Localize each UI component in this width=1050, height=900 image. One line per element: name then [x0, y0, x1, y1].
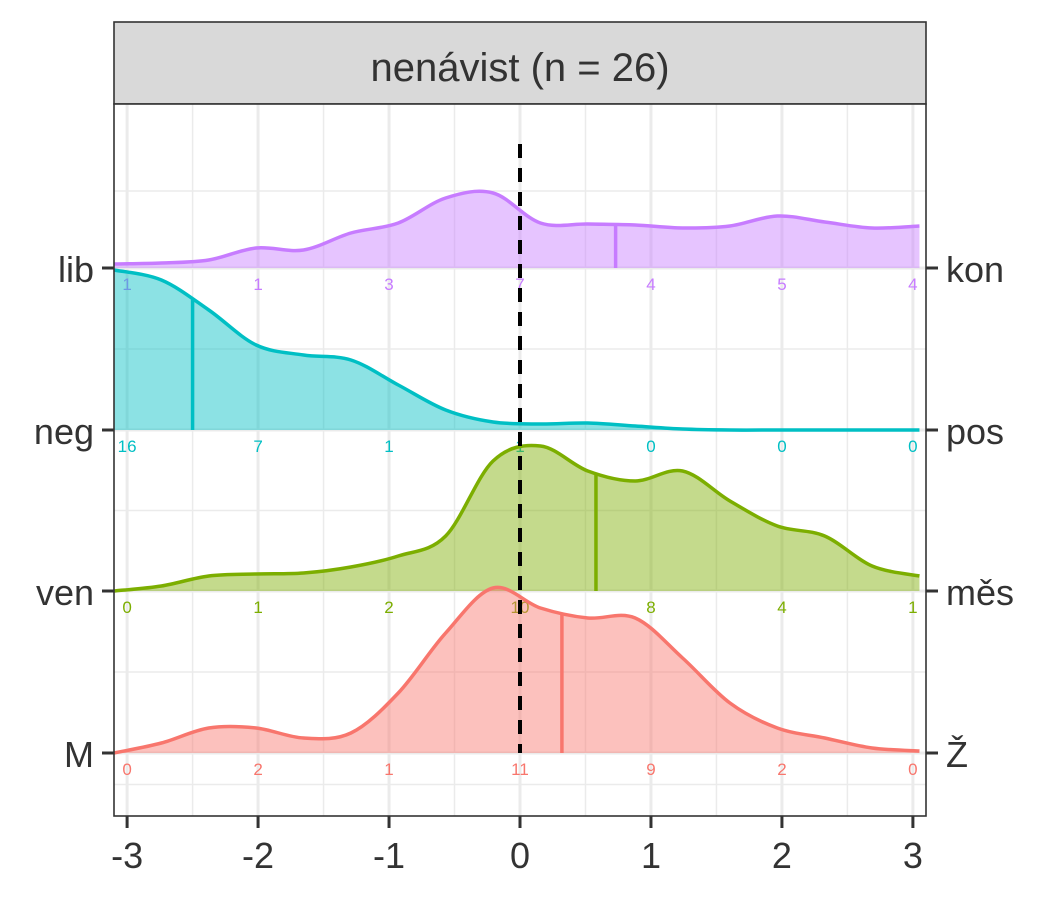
count-label: 0 [122, 598, 131, 617]
count-label: 1 [908, 598, 917, 617]
count-label: 2 [384, 598, 393, 617]
count-label: 8 [646, 598, 655, 617]
ridge-area-M [114, 587, 920, 753]
y-label-left: M [64, 734, 94, 775]
count-label: 1 [384, 760, 393, 779]
facet-strip [113, 21, 927, 105]
count-label: 16 [118, 437, 137, 456]
count-label: 9 [646, 760, 655, 779]
count-label: 4 [646, 275, 655, 294]
x-axis: -3 -2 -1 0 1 2 3 [111, 816, 923, 876]
count-label: 1 [253, 275, 262, 294]
count-label: 0 [646, 437, 655, 456]
count-label: 7 [515, 275, 524, 294]
x-tick-label: -2 [242, 835, 274, 876]
x-tick-label: 1 [641, 835, 661, 876]
x-tick-label: 3 [903, 835, 923, 876]
count-label: 0 [122, 760, 131, 779]
count-label: 11 [511, 760, 529, 779]
count-label: 5 [777, 275, 786, 294]
y-label-right: měs [946, 572, 1014, 613]
ridge-line-M [113, 585, 920, 755]
ridge-area-lib [114, 191, 920, 268]
y-label-left: ven [36, 572, 94, 613]
y-label-right: pos [946, 411, 1004, 452]
count-label: 2 [253, 760, 262, 779]
count-label: 3 [384, 275, 393, 294]
count-label: 0 [908, 437, 917, 456]
count-label: 4 [908, 275, 917, 294]
y-label-left: lib [58, 249, 94, 290]
x-tick-label: 0 [510, 835, 530, 876]
count-label: 0 [777, 437, 786, 456]
ridge-line-ven [113, 443, 920, 593]
x-tick-label: -1 [373, 835, 405, 876]
y-label-left: neg [34, 411, 94, 452]
count-label: 0 [908, 760, 917, 779]
ridge-line-lib [113, 189, 920, 266]
facet-title: nenávist (n = 26) [370, 46, 669, 90]
count-label: 1 [253, 598, 262, 617]
count-label: 2 [777, 760, 786, 779]
y-label-right: Ž [946, 734, 968, 775]
count-label: 1 [384, 437, 393, 456]
ridge-area-ven [114, 445, 920, 591]
x-tick-label: 2 [772, 835, 792, 876]
x-tick-label: -3 [111, 835, 143, 876]
y-axis-left: lib neg ven M [34, 249, 114, 775]
y-label-right: kon [946, 249, 1004, 290]
ridges: 1137454167110000121084102111920 [113, 189, 920, 779]
ridge-area-neg [114, 270, 920, 431]
count-label: 7 [253, 437, 262, 456]
count-label: 1 [122, 275, 131, 294]
ridge-line-neg [113, 268, 920, 432]
y-axis-right: kon pos měs Ž [926, 249, 1014, 775]
count-label: 4 [777, 598, 786, 617]
